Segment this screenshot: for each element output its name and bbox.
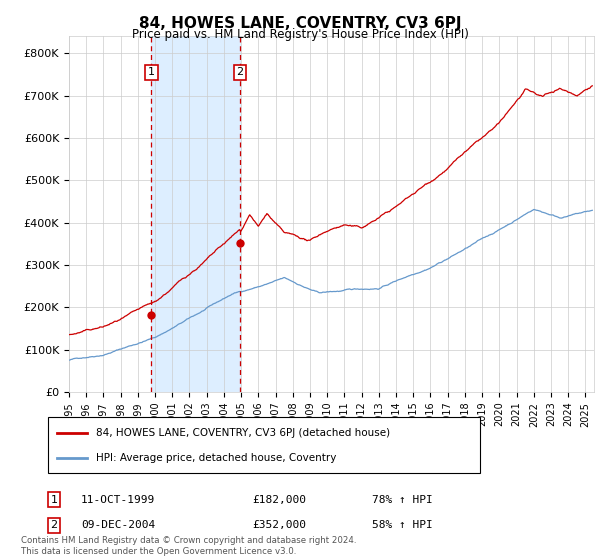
Text: 84, HOWES LANE, COVENTRY, CV3 6PJ (detached house): 84, HOWES LANE, COVENTRY, CV3 6PJ (detac… <box>95 428 389 438</box>
Text: Price paid vs. HM Land Registry's House Price Index (HPI): Price paid vs. HM Land Registry's House … <box>131 28 469 41</box>
Text: 1: 1 <box>148 67 155 77</box>
FancyBboxPatch shape <box>48 417 480 473</box>
Text: HPI: Average price, detached house, Coventry: HPI: Average price, detached house, Cove… <box>95 452 336 463</box>
Text: £182,000: £182,000 <box>252 494 306 505</box>
Text: 2: 2 <box>236 67 244 77</box>
Text: Contains HM Land Registry data © Crown copyright and database right 2024.
This d: Contains HM Land Registry data © Crown c… <box>21 536 356 556</box>
Text: £352,000: £352,000 <box>252 520 306 530</box>
Text: 09-DEC-2004: 09-DEC-2004 <box>81 520 155 530</box>
Text: 58% ↑ HPI: 58% ↑ HPI <box>372 520 433 530</box>
Text: 11-OCT-1999: 11-OCT-1999 <box>81 494 155 505</box>
Text: 2: 2 <box>50 520 58 530</box>
Text: 78% ↑ HPI: 78% ↑ HPI <box>372 494 433 505</box>
Bar <box>151 36 240 392</box>
Text: 1: 1 <box>50 494 58 505</box>
Text: 84, HOWES LANE, COVENTRY, CV3 6PJ: 84, HOWES LANE, COVENTRY, CV3 6PJ <box>139 16 461 31</box>
